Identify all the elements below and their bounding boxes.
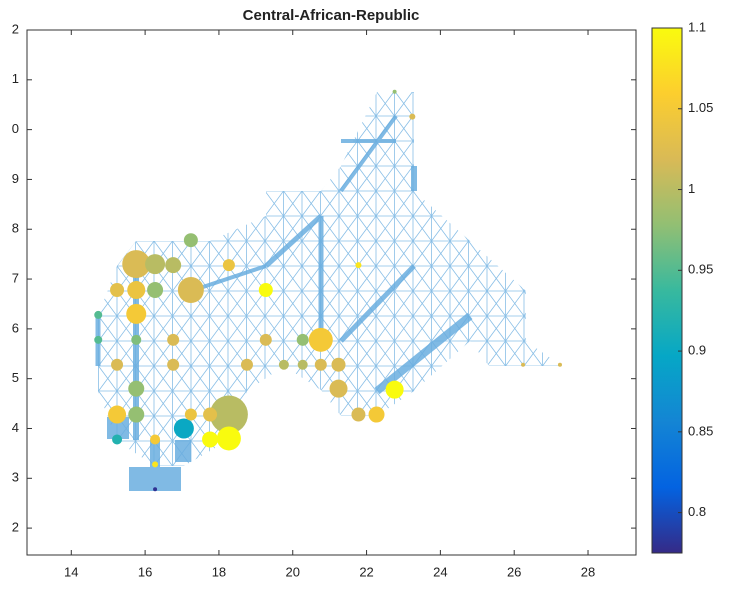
node [131, 334, 142, 345]
edge [709, 66, 738, 491]
edge [635, 66, 738, 491]
node [314, 358, 327, 371]
edge [635, 66, 738, 491]
colorbar [651, 27, 683, 554]
node [258, 283, 273, 298]
edge [0, 66, 6, 491]
node [112, 434, 123, 445]
node [111, 358, 124, 371]
edge [98, 92, 247, 466]
node [183, 233, 198, 248]
x-tick-label: 18 [212, 564, 226, 579]
y-tick-label: 3 [12, 470, 19, 485]
node [128, 406, 145, 423]
node [557, 362, 562, 367]
node [331, 357, 346, 372]
node [308, 327, 333, 352]
node [128, 380, 145, 397]
y-tick-label: 2 [12, 520, 19, 535]
node [184, 408, 197, 421]
y-tick-label: 5 [12, 370, 19, 385]
x-tick-label: 24 [433, 564, 447, 579]
node [108, 405, 127, 424]
edge [98, 92, 210, 466]
x-tick-label: 26 [507, 564, 521, 579]
node [240, 358, 253, 371]
colorbar-tick-label: 0.95 [688, 262, 713, 277]
node [203, 407, 218, 422]
node [177, 277, 204, 304]
node [392, 89, 397, 94]
node [167, 358, 180, 371]
node [173, 418, 194, 439]
node [126, 303, 147, 324]
y-tick-label: 2 [12, 21, 19, 36]
node [127, 281, 146, 300]
trunk-edges [95, 114, 473, 491]
node [222, 259, 235, 272]
edge [709, 66, 738, 491]
colorbar-tick-label: 0.85 [688, 423, 713, 438]
edge [98, 92, 414, 466]
colorbar-tick-label: 1.1 [688, 19, 706, 34]
x-tick-label: 28 [581, 564, 595, 579]
colorbar-tick-label: 1.05 [688, 100, 713, 115]
node [278, 359, 289, 370]
y-tick-label: 6 [12, 320, 19, 335]
y-tick-label: 0 [12, 121, 19, 136]
node [165, 257, 182, 274]
node [122, 250, 151, 279]
y-tick-label: 9 [12, 171, 19, 186]
node [329, 379, 348, 398]
node [296, 333, 309, 346]
node [202, 431, 219, 448]
node [110, 283, 125, 298]
x-tick-label: 22 [359, 564, 373, 579]
node [209, 395, 248, 434]
node [94, 335, 103, 344]
edge [98, 92, 229, 466]
node [153, 487, 158, 492]
node [147, 282, 164, 299]
node [167, 333, 180, 346]
node [351, 407, 366, 422]
colorbar-tick-label: 1 [688, 181, 695, 196]
y-tick-label: 4 [12, 420, 19, 435]
chart-title: Central-African-Republic [243, 7, 420, 24]
colorbar-tick-label: 0.8 [688, 504, 706, 519]
y-tick-label: 7 [12, 270, 19, 285]
node [409, 113, 416, 120]
node [385, 380, 404, 399]
node [145, 254, 166, 275]
node [152, 461, 159, 468]
node [368, 406, 385, 423]
node [216, 426, 241, 451]
x-tick-label: 20 [286, 564, 300, 579]
node [521, 362, 526, 367]
y-tick-label: 8 [12, 221, 19, 236]
node [355, 262, 362, 269]
edge [728, 66, 738, 491]
node [150, 434, 161, 445]
edge [728, 66, 738, 491]
x-tick-label: 16 [138, 564, 152, 579]
x-tick-label: 14 [64, 564, 78, 579]
node [259, 333, 272, 346]
colorbar-tick-label: 0.9 [688, 343, 706, 358]
node [94, 310, 103, 319]
edge [0, 66, 6, 491]
y-tick-label: 1 [12, 71, 19, 86]
node [297, 359, 308, 370]
